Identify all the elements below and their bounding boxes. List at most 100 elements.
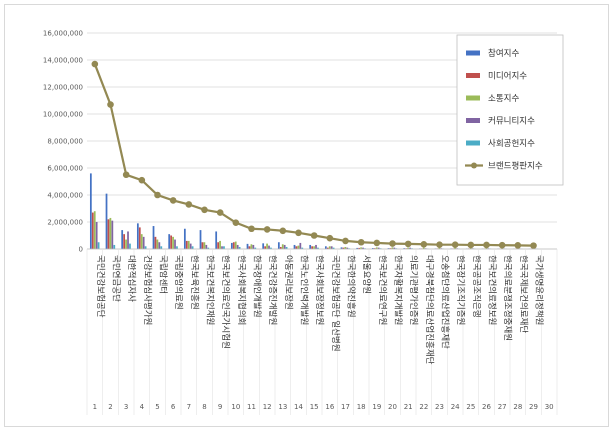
category-number: 22	[419, 403, 428, 411]
line-point	[154, 191, 161, 199]
category-number: 4	[140, 403, 145, 411]
bar-커뮤니티지수	[95, 222, 98, 249]
bar-참여지수	[387, 248, 390, 249]
line-point	[138, 176, 146, 184]
category-number: 24	[451, 403, 460, 411]
line-point	[295, 229, 302, 237]
y-tick-label: 0	[79, 246, 83, 254]
bar-미디어지수	[107, 219, 110, 249]
bar-참여지수	[89, 173, 92, 249]
category-label: 한국한의약진흥원	[346, 255, 357, 318]
category-number: 12	[263, 403, 272, 411]
bar-커뮤니티지수	[409, 247, 411, 249]
category-label: 한국보건복지인재원	[205, 255, 216, 325]
bar-미디어지수	[138, 227, 141, 249]
bar-참여지수	[215, 231, 218, 249]
line-point	[467, 241, 475, 249]
legend-label: 브랜드평판지수	[488, 161, 543, 172]
bar-미디어지수	[248, 246, 251, 249]
category-label: 국민건강보험공단	[95, 255, 106, 318]
category-label: 한국의료분쟁조정중재원	[502, 255, 513, 341]
category-number: 30	[545, 403, 554, 411]
category-label: 국립암센터	[158, 255, 169, 294]
category-number: 14	[294, 403, 303, 411]
bar-참여지수	[356, 247, 359, 249]
category-number: 10	[231, 403, 240, 411]
category-label: 대한적십자사	[126, 255, 137, 302]
line-point	[342, 237, 349, 245]
bar-미디어지수	[326, 247, 329, 249]
bar-소통지수	[313, 246, 315, 249]
line-point	[232, 219, 240, 226]
bar-소통지수	[375, 247, 378, 249]
bar-사회공헌지수	[207, 247, 210, 249]
legend-swatch	[466, 118, 480, 123]
category-number: 17	[341, 403, 350, 411]
category-number: 6	[171, 403, 176, 411]
line-point	[530, 242, 537, 249]
bar-미디어지수	[342, 247, 345, 249]
category-label: 한국공공조직은행	[471, 255, 482, 318]
bar-미디어지수	[170, 235, 172, 249]
bar-소통지수	[485, 247, 488, 249]
bar-참여지수	[168, 234, 171, 249]
category-label: 오송첨단의료산업진흥재단	[440, 255, 451, 349]
bar-소통지수	[391, 247, 394, 249]
bar-커뮤니티지수	[189, 243, 192, 249]
bar-참여지수	[105, 193, 108, 249]
bar-커뮤니티지수	[221, 246, 223, 249]
category-label: 한국보건의료정보원	[487, 255, 498, 325]
category-number: 5	[155, 403, 159, 411]
line-point	[436, 241, 443, 248]
bar-참여지수	[403, 248, 406, 249]
bar-미디어지수	[201, 242, 204, 249]
bar-미디어지수	[389, 248, 392, 249]
category-label: 국민건강보험공단 일산병원	[330, 255, 341, 352]
line-point	[498, 241, 506, 249]
bar-사회공헌지수	[144, 246, 147, 249]
bar-소통지수	[297, 245, 300, 249]
bar-커뮤니티지수	[362, 247, 364, 249]
legend-label: 미디어지수	[488, 71, 527, 82]
bar-소통지수	[281, 244, 284, 249]
category-number: 28	[513, 403, 522, 411]
line-point	[357, 238, 365, 246]
legend-swatch	[466, 140, 480, 146]
legend-swatch	[466, 95, 480, 101]
line-point	[279, 227, 287, 235]
category-label: 한국보건의료인국가시험원	[220, 255, 231, 349]
category-label: 대구경북첨단의료산업진흥재단	[424, 255, 435, 365]
bar-소통지수	[203, 242, 206, 249]
bar-참여지수	[371, 248, 374, 249]
bar-소통지수	[172, 236, 174, 249]
bar-소통지수	[266, 243, 268, 249]
category-number: 8	[202, 403, 206, 411]
bar-소통지수	[219, 240, 221, 249]
bar-사회공헌지수	[285, 246, 288, 249]
line-point	[310, 232, 318, 239]
bar-미디어지수	[91, 212, 94, 249]
line-point	[248, 225, 255, 233]
bar-사회공헌지수	[97, 242, 100, 249]
x-axis: 1 2 3 4 5 6 7 8 9 10 11 12 13 14 15 16 17 18 19 20 21 22 23 24 2…	[86, 248, 558, 415]
line-point	[451, 241, 459, 248]
gridlines	[87, 32, 557, 250]
bar-참여지수	[152, 226, 155, 249]
bar-사회공헌지수	[254, 247, 257, 249]
bar-미디어지수	[295, 246, 298, 249]
y-tick-label: 10,000,000	[43, 111, 83, 119]
bar-사회공헌지수	[176, 246, 178, 249]
line-point	[122, 171, 130, 179]
bar-참여지수	[324, 246, 327, 249]
category-label: 한국자활복지개발원	[393, 255, 404, 325]
category-label: 국민연금공단	[111, 255, 122, 302]
bar-미디어지수	[373, 248, 376, 249]
bar-소통지수	[250, 244, 253, 249]
bar-커뮤니티지수	[330, 246, 333, 249]
category-number: 11	[247, 403, 256, 411]
line-series	[91, 60, 537, 249]
bar-참여지수	[309, 244, 312, 249]
bar-사회공헌지수	[191, 246, 194, 249]
bar-참여지수	[183, 228, 186, 249]
